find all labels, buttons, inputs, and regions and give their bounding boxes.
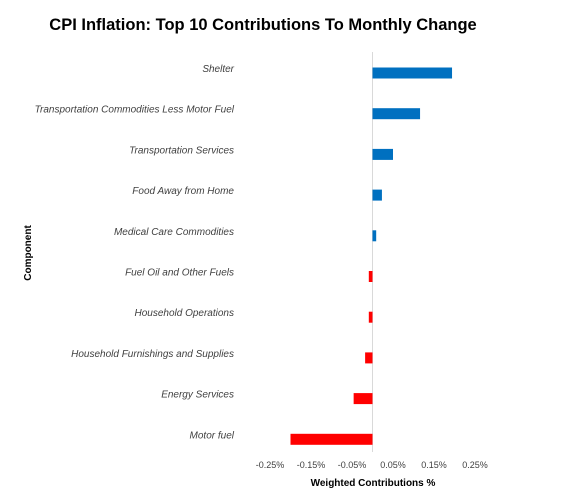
bar-shelter [372, 67, 453, 79]
x-tick-label: 0.15% [421, 460, 447, 470]
category-label-household-furnishings-and-supplies: Household Furnishings and Supplies [71, 349, 234, 360]
x-tick-label: -0.05% [338, 460, 367, 470]
bar-series [290, 67, 453, 445]
x-tick-labels: -0.25% -0.15% -0.05% 0.05% 0.15% 0.25% [256, 460, 488, 470]
x-tick-label: -0.25% [256, 460, 285, 470]
bar-motor-fuel [290, 433, 373, 445]
category-label-medical-care-commodities: Medical Care Commodities [114, 227, 234, 238]
bar-food-away-from-home [372, 189, 382, 201]
category-label-transportation-commodities-less-motor-fuel: Transportation Commodities Less Motor Fu… [35, 105, 235, 116]
bar-transportation-commodities-less-motor-fuel [372, 108, 421, 120]
x-tick-label: -0.15% [297, 460, 326, 470]
bar-household-furnishings-and-supplies [365, 352, 373, 364]
category-label-energy-services: Energy Services [161, 390, 234, 401]
chart-title: CPI Inflation: Top 10 Contributions To M… [49, 16, 476, 34]
x-tick-label: 0.05% [380, 460, 406, 470]
x-axis-title: Weighted Contributions % [311, 478, 436, 489]
category-labels: Shelter Transportation Commodities Less M… [35, 64, 235, 441]
bar-medical-care-commodities [372, 230, 377, 242]
category-label-motor-fuel: Motor fuel [190, 430, 235, 441]
bar-transportation-services [372, 148, 393, 160]
bar-energy-services [353, 393, 373, 405]
y-axis-title: Component [23, 225, 34, 281]
category-label-household-operations: Household Operations [134, 308, 234, 319]
category-label-fuel-oil-and-other-fuels: Fuel Oil and Other Fuels [125, 268, 234, 279]
bar-fuel-oil-and-other-fuels [368, 271, 373, 282]
category-label-shelter: Shelter [202, 64, 234, 75]
x-tick-label: 0.25% [462, 460, 488, 470]
category-label-food-away-from-home: Food Away from Home [132, 186, 234, 197]
bar-household-operations [368, 311, 373, 323]
category-label-transportation-services: Transportation Services [129, 145, 234, 156]
